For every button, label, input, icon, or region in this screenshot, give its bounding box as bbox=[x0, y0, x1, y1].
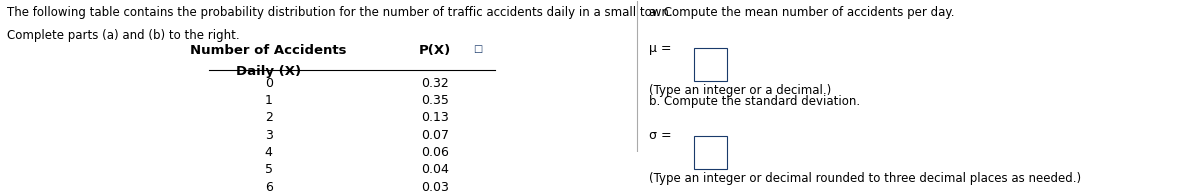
Text: 0: 0 bbox=[265, 77, 272, 90]
Text: b. Compute the standard deviation.: b. Compute the standard deviation. bbox=[649, 95, 860, 108]
Text: 0.04: 0.04 bbox=[421, 163, 449, 176]
Text: 0.13: 0.13 bbox=[421, 111, 449, 124]
Text: (Type an integer or a decimal.): (Type an integer or a decimal.) bbox=[649, 84, 832, 97]
Text: 0.06: 0.06 bbox=[421, 146, 449, 159]
Text: The following table contains the probability distribution for the number of traf: The following table contains the probabi… bbox=[7, 6, 673, 19]
Text: Complete parts (a) and (b) to the right.: Complete parts (a) and (b) to the right. bbox=[7, 28, 240, 42]
Text: 4: 4 bbox=[265, 146, 272, 159]
FancyBboxPatch shape bbox=[694, 48, 727, 81]
Text: 2: 2 bbox=[265, 111, 272, 124]
Text: σ =: σ = bbox=[649, 129, 672, 143]
Text: Daily (X): Daily (X) bbox=[236, 65, 301, 78]
Text: □: □ bbox=[473, 44, 482, 54]
FancyBboxPatch shape bbox=[694, 136, 727, 169]
Text: μ =: μ = bbox=[649, 42, 672, 55]
Text: 3: 3 bbox=[265, 129, 272, 142]
Text: (Type an integer or decimal rounded to three decimal places as needed.): (Type an integer or decimal rounded to t… bbox=[649, 172, 1081, 185]
Text: 0.03: 0.03 bbox=[421, 181, 449, 194]
Text: Number of Accidents: Number of Accidents bbox=[191, 44, 347, 57]
Text: a. Compute the mean number of accidents per day.: a. Compute the mean number of accidents … bbox=[649, 6, 954, 19]
Text: 0.35: 0.35 bbox=[421, 94, 449, 107]
Text: 6: 6 bbox=[265, 181, 272, 194]
Text: 1: 1 bbox=[265, 94, 272, 107]
Text: P(X): P(X) bbox=[419, 44, 451, 57]
Text: 5: 5 bbox=[265, 163, 272, 176]
Text: 0.32: 0.32 bbox=[421, 77, 449, 90]
Text: 0.07: 0.07 bbox=[421, 129, 449, 142]
